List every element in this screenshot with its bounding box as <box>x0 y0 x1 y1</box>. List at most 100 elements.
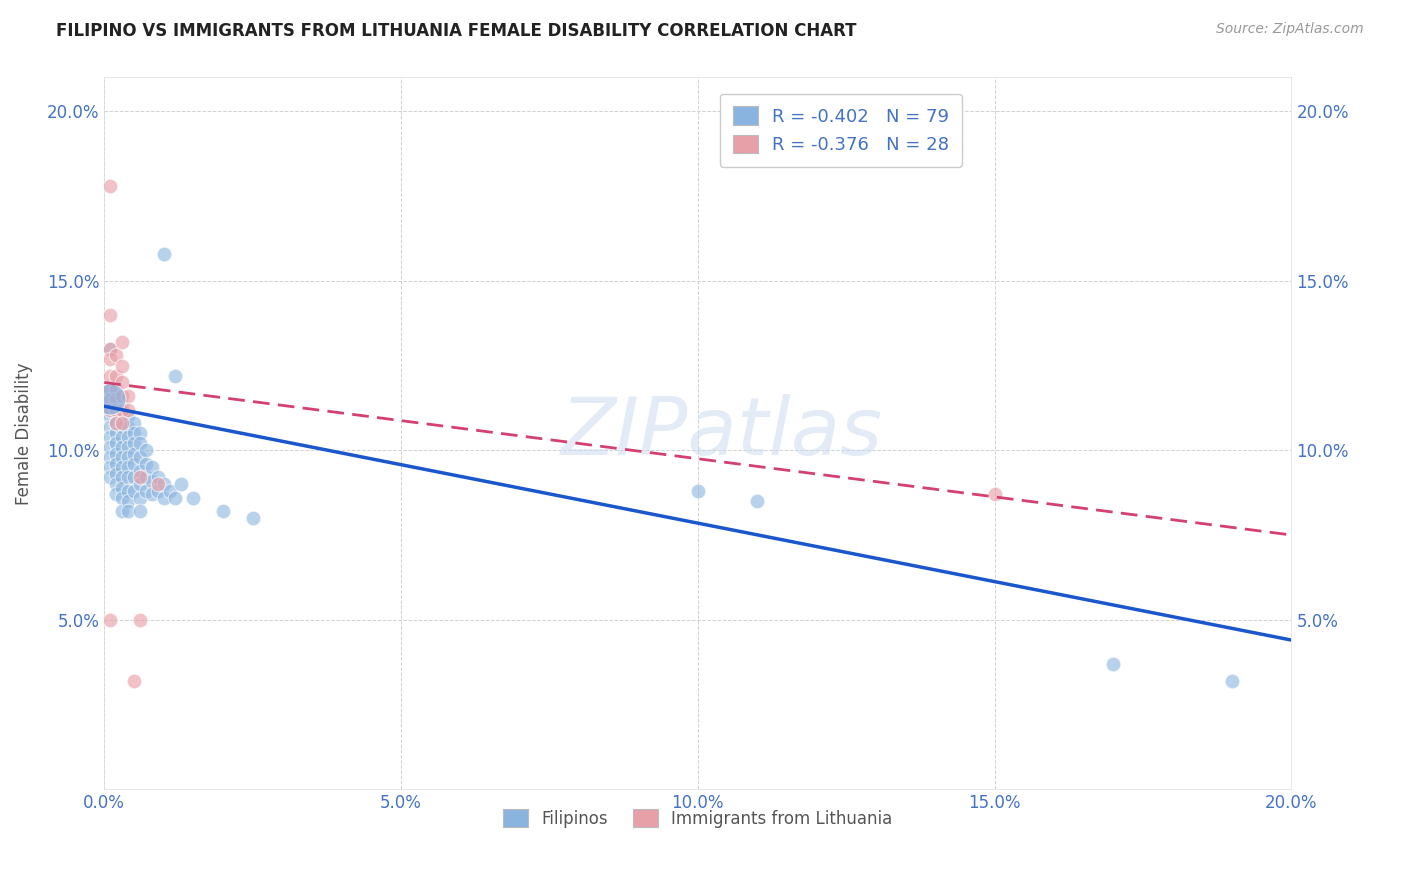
Point <box>128 464 150 478</box>
Point <box>105 426 128 441</box>
Point <box>98 392 121 407</box>
Point <box>141 474 163 488</box>
Text: ZIPatlas: ZIPatlas <box>561 394 883 473</box>
Text: Source: ZipAtlas.com: Source: ZipAtlas.com <box>1216 22 1364 37</box>
Point <box>98 402 121 417</box>
Point <box>105 392 128 407</box>
Point <box>105 368 128 383</box>
Point <box>111 399 134 413</box>
Point <box>165 491 187 505</box>
Point <box>170 477 193 491</box>
Point <box>98 342 121 356</box>
Point <box>212 504 235 518</box>
Point <box>122 416 145 430</box>
Point <box>98 392 121 407</box>
Point <box>98 382 121 396</box>
Point <box>122 470 145 484</box>
Point <box>117 450 139 464</box>
Point <box>747 494 769 508</box>
Point <box>98 613 121 627</box>
Point <box>111 416 134 430</box>
Legend: Filipinos, Immigrants from Lithuania: Filipinos, Immigrants from Lithuania <box>496 803 900 834</box>
Point <box>98 460 121 475</box>
Point <box>105 416 128 430</box>
Point <box>128 491 150 505</box>
Point <box>122 483 145 498</box>
Point <box>122 447 145 461</box>
Point <box>111 419 134 434</box>
Point <box>146 470 169 484</box>
Point <box>105 382 128 396</box>
Point <box>105 392 128 407</box>
Point <box>117 419 139 434</box>
Point <box>141 460 163 475</box>
Point <box>105 467 128 481</box>
Point <box>105 436 128 450</box>
Point <box>152 491 174 505</box>
Point <box>98 342 121 356</box>
Point <box>122 436 145 450</box>
Point <box>98 409 121 424</box>
Point <box>135 470 157 484</box>
Point <box>1102 657 1125 671</box>
Point <box>128 426 150 441</box>
Point <box>1220 673 1243 688</box>
Point <box>128 504 150 518</box>
Text: FILIPINO VS IMMIGRANTS FROM LITHUANIA FEMALE DISABILITY CORRELATION CHART: FILIPINO VS IMMIGRANTS FROM LITHUANIA FE… <box>56 22 856 40</box>
Point <box>117 504 139 518</box>
Point <box>105 348 128 362</box>
Point <box>111 430 134 444</box>
Point <box>117 494 139 508</box>
Point <box>111 389 134 403</box>
Point <box>111 491 134 505</box>
Point <box>111 470 134 484</box>
Point <box>117 460 139 475</box>
Point <box>111 440 134 454</box>
Point <box>146 477 169 491</box>
Point <box>98 419 121 434</box>
Point <box>983 487 1005 501</box>
Point <box>117 440 139 454</box>
Point <box>98 450 121 464</box>
Point <box>122 457 145 471</box>
Point <box>146 483 169 498</box>
Point <box>242 511 264 525</box>
Point <box>117 430 139 444</box>
Point <box>98 308 121 322</box>
Point <box>98 351 121 366</box>
Point <box>122 673 145 688</box>
Point <box>181 491 204 505</box>
Point <box>117 470 139 484</box>
Point <box>105 447 128 461</box>
Point <box>117 402 139 417</box>
Point <box>111 376 134 390</box>
Point <box>98 382 121 396</box>
Point <box>98 430 121 444</box>
Point <box>152 246 174 260</box>
Point <box>152 477 174 491</box>
Point <box>141 487 163 501</box>
Point <box>111 504 134 518</box>
Point <box>105 487 128 501</box>
Point <box>128 477 150 491</box>
Point <box>165 368 187 383</box>
Point <box>128 450 150 464</box>
Point <box>686 483 709 498</box>
Point <box>105 457 128 471</box>
Point <box>135 457 157 471</box>
Point <box>105 416 128 430</box>
Point <box>111 481 134 495</box>
Point <box>105 402 128 417</box>
Point <box>111 359 134 373</box>
Point <box>117 409 139 424</box>
Point <box>105 477 128 491</box>
Point <box>98 178 121 193</box>
Point <box>117 389 139 403</box>
Point <box>159 483 181 498</box>
Point <box>111 409 134 424</box>
Point <box>135 443 157 458</box>
Point <box>117 483 139 498</box>
Point <box>128 470 150 484</box>
Point <box>111 402 134 417</box>
Point <box>98 392 121 407</box>
